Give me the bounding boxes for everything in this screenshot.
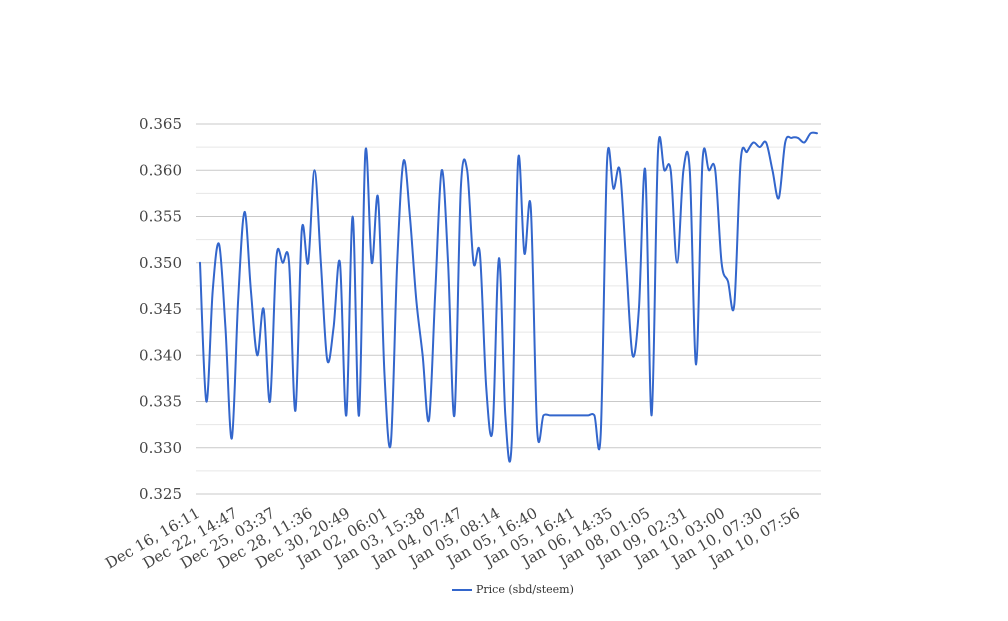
series-line-price (199, 131, 818, 463)
y-tick-label: 0.335 (139, 393, 182, 411)
series-layer (199, 131, 818, 463)
legend-label-price: Price (sbd/steem) (476, 583, 574, 596)
y-tick-label: 0.365 (139, 115, 182, 133)
y-axis-ticks: 0.325 0.330 0.335 0.340 0.345 0.350 0.355 0.360… (139, 115, 182, 503)
legend: Price (sbd/steem) (452, 583, 574, 596)
y-tick-label: 0.345 (139, 300, 182, 318)
y-tick-label: 0.340 (139, 346, 182, 364)
y-tick-label: 0.330 (139, 439, 182, 457)
y-tick-label: 0.350 (139, 254, 182, 272)
y-tick-label: 0.360 (139, 161, 182, 179)
y-tick-label: 0.325 (139, 485, 182, 503)
grid-lines (196, 123, 821, 495)
y-tick-label: 0.355 (139, 208, 182, 226)
